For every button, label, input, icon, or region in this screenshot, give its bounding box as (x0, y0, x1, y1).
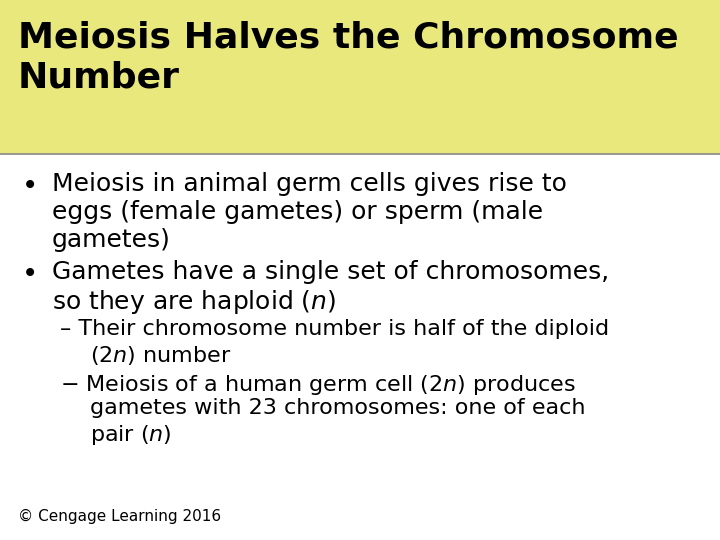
Text: so they are haploid ($n$): so they are haploid ($n$) (52, 287, 336, 315)
Text: gametes with 23 chromosomes: one of each: gametes with 23 chromosomes: one of each (90, 398, 585, 418)
Text: Meiosis Halves the Chromosome: Meiosis Halves the Chromosome (18, 20, 679, 54)
Text: Gametes have a single set of chromosomes,: Gametes have a single set of chromosomes… (52, 260, 609, 284)
Text: Number: Number (18, 60, 180, 94)
Text: pair ($n$): pair ($n$) (90, 423, 171, 447)
Text: $-$ Meiosis of a human germ cell (2$n$) produces: $-$ Meiosis of a human germ cell (2$n$) … (60, 373, 576, 397)
Text: •: • (22, 260, 38, 288)
Text: © Cengage Learning 2016: © Cengage Learning 2016 (18, 509, 221, 524)
Text: Meiosis in animal germ cells gives rise to: Meiosis in animal germ cells gives rise … (52, 172, 567, 196)
Text: gametes): gametes) (52, 228, 171, 252)
Text: •: • (22, 172, 38, 200)
Text: eggs (female gametes) or sperm (male: eggs (female gametes) or sperm (male (52, 200, 543, 224)
Bar (0, 0, 720, 154)
Text: – Their chromosome number is half of the diploid: – Their chromosome number is half of the… (60, 319, 609, 340)
Text: (2$n$) number: (2$n$) number (90, 344, 232, 367)
